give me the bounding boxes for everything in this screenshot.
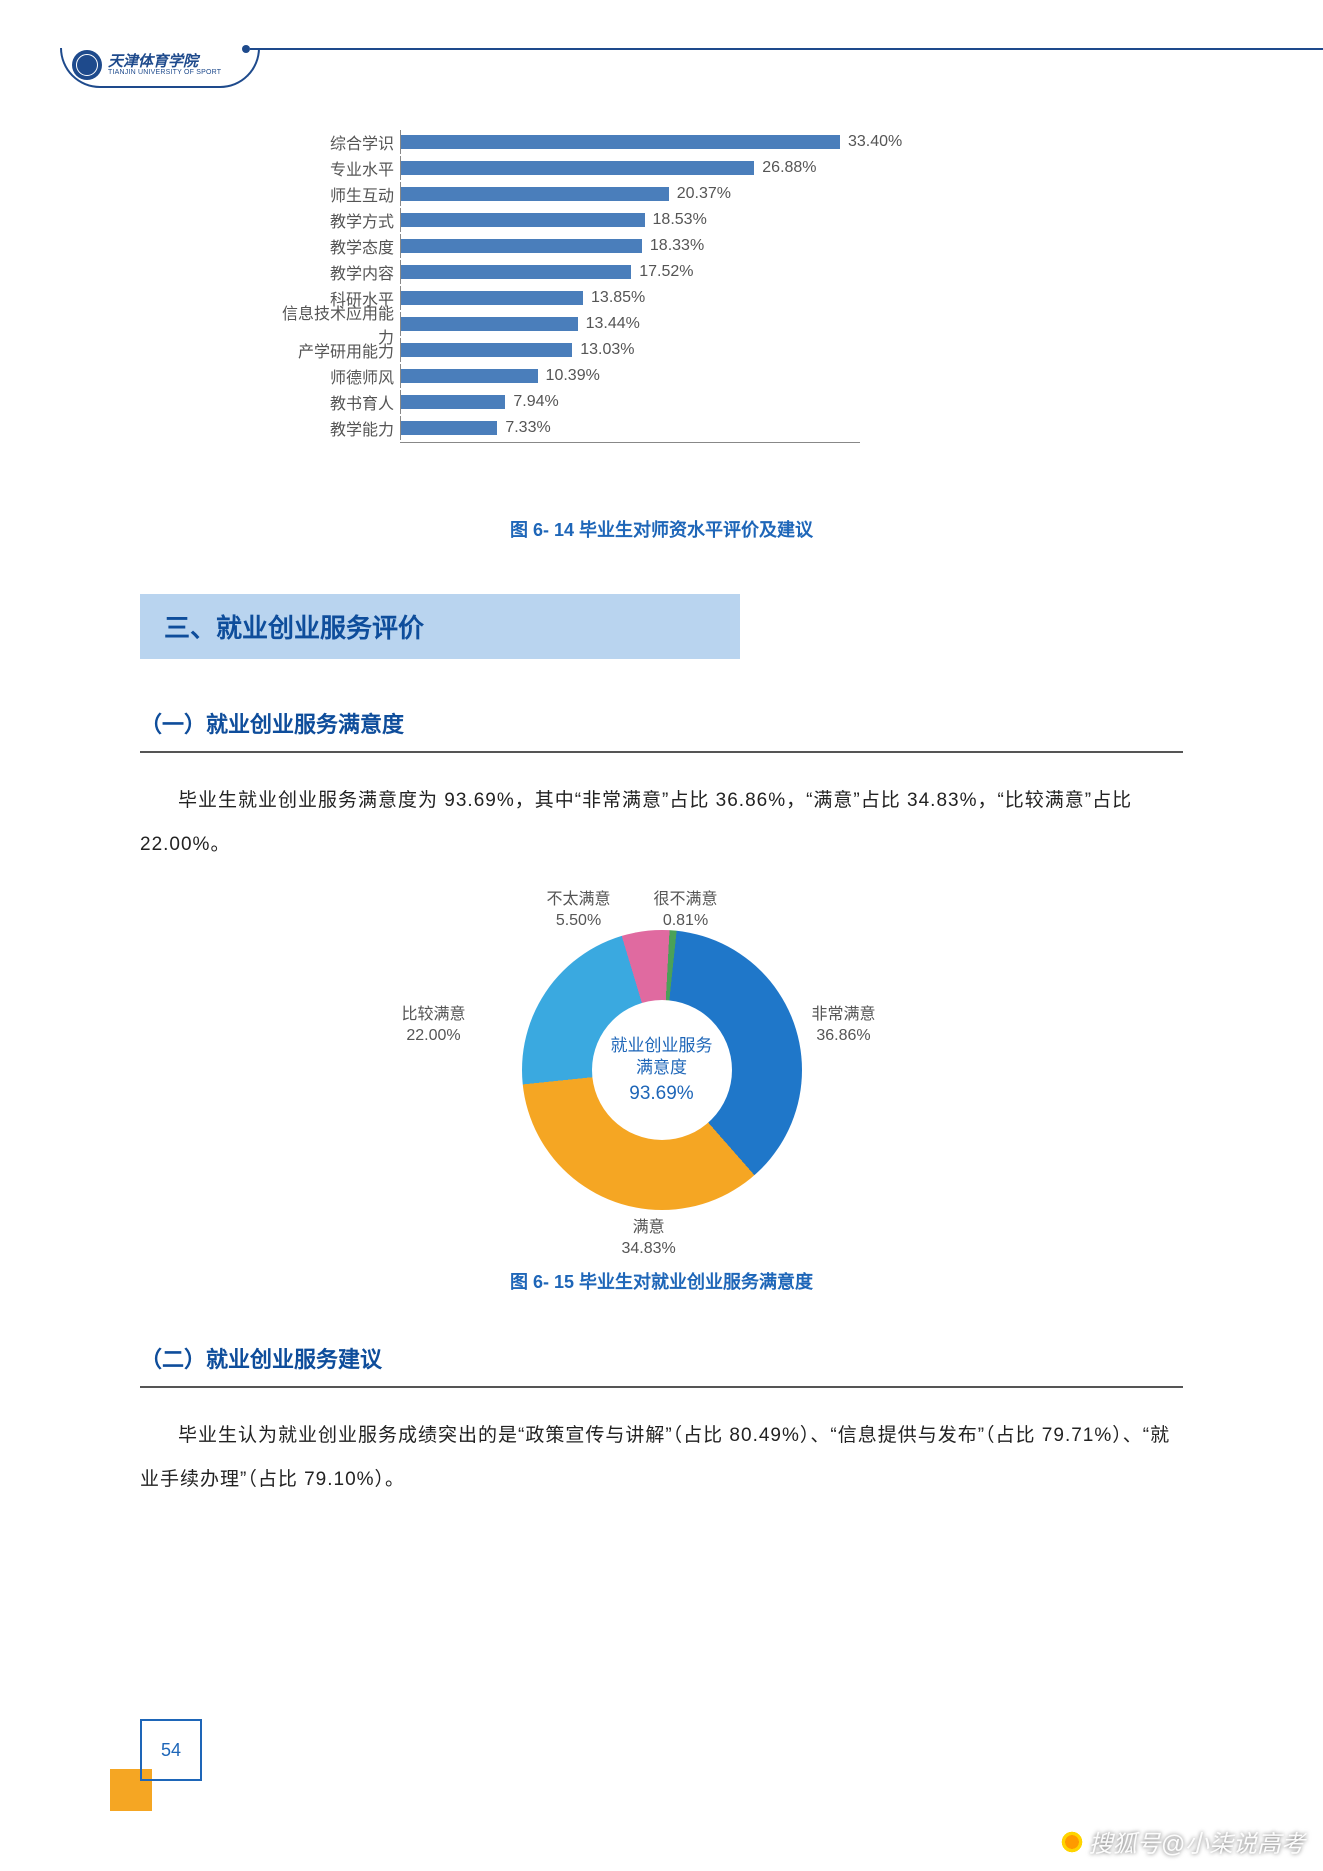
- bar: [401, 369, 538, 383]
- content: 图 6- 14 毕业生对师资水平评价及建议 三、就业创业服务评价 （一）就业创业…: [140, 480, 1183, 1502]
- bar-row: 教学方式 18.53%: [270, 208, 970, 232]
- bar-label: 专业水平: [270, 156, 400, 180]
- bar: [401, 291, 583, 305]
- bar-label: 师德师风: [270, 364, 400, 388]
- bar-row: 师生互动 20.37%: [270, 182, 970, 206]
- donut-chart: 就业创业服务 满意度 93.69% 非常满意36.86%满意34.83%比较满意…: [392, 890, 932, 1250]
- bar-value: 18.53%: [653, 211, 707, 229]
- subsection-rule-2: [140, 1386, 1183, 1388]
- subsection-heading-1: （一）就业创业服务满意度: [140, 707, 1183, 749]
- bar-value: 18.33%: [650, 237, 704, 255]
- bar-value: 13.03%: [580, 341, 634, 359]
- bar-row: 教学态度 18.33%: [270, 234, 970, 258]
- figure-caption-6-15: 图 6- 15 毕业生对就业创业服务满意度: [140, 1268, 1183, 1294]
- watermark-text: 搜狐号@小柒说高考: [1089, 1824, 1305, 1859]
- donut-label: 非常满意36.86%: [812, 1005, 876, 1047]
- bar-row: 专业水平 26.88%: [270, 156, 970, 180]
- logo-cn: 天津体育学院: [108, 54, 221, 69]
- bar-label: 师生互动: [270, 182, 400, 206]
- donut-center-title-2: 满意度: [636, 1057, 687, 1079]
- bar-value: 26.88%: [762, 159, 816, 177]
- bar-value: 13.85%: [591, 289, 645, 307]
- bar-value: 17.52%: [639, 263, 693, 281]
- bar-value: 10.39%: [546, 367, 600, 385]
- bar: [401, 239, 642, 253]
- sohu-icon: [1059, 1829, 1085, 1855]
- figure-caption-6-14: 图 6- 14 毕业生对师资水平评价及建议: [140, 516, 1183, 542]
- donut-label: 满意34.83%: [622, 1218, 676, 1260]
- donut-center: 就业创业服务 满意度 93.69%: [592, 1000, 732, 1140]
- donut-center-value: 93.69%: [629, 1083, 693, 1105]
- bar-value: 33.40%: [848, 133, 902, 151]
- section-heading-3: 三、就业创业服务评价: [140, 594, 740, 659]
- bar-value: 13.44%: [586, 315, 640, 333]
- subsection-rule: [140, 751, 1183, 753]
- bar-label: 教学能力: [270, 416, 400, 440]
- bar: [401, 265, 631, 279]
- bar-label: 综合学识: [270, 130, 400, 154]
- bar-row: 教学能力 7.33%: [270, 416, 970, 440]
- bar-row: 教学内容 17.52%: [270, 260, 970, 284]
- bar-row: 教书育人 7.94%: [270, 390, 970, 414]
- bar-row: 产学研用能力 13.03%: [270, 338, 970, 362]
- bar: [401, 317, 578, 331]
- header-rule: [250, 48, 1323, 50]
- bar-label: 教学态度: [270, 234, 400, 258]
- bar: [401, 161, 754, 175]
- donut-label: 比较满意22.00%: [402, 1005, 466, 1047]
- bar-value: 7.33%: [505, 419, 550, 437]
- bar: [401, 187, 669, 201]
- logo: 天津体育学院 TIANJIN UNIVERSITY OF SPORT: [72, 50, 221, 80]
- donut-label: 很不满意0.81%: [654, 890, 718, 932]
- bar-chart: 综合学识 33.40% 专业水平 26.88% 师生互动 20.37% 教学方式 18.53%…: [270, 130, 970, 443]
- page-number: 54: [140, 1719, 202, 1781]
- bar-row: 师德师风 10.39%: [270, 364, 970, 388]
- bar: [401, 343, 572, 357]
- logo-emblem-icon: [72, 50, 102, 80]
- watermark: 搜狐号@小柒说高考: [1059, 1824, 1305, 1859]
- donut-label: 不太满意5.50%: [547, 890, 611, 932]
- bar-value: 7.94%: [513, 393, 558, 411]
- page: 天津体育学院 TIANJIN UNIVERSITY OF SPORT 综合学识 3…: [0, 0, 1323, 1871]
- bar: [401, 213, 645, 227]
- bar-label: 教学内容: [270, 260, 400, 284]
- bar: [401, 421, 497, 435]
- bar-label: 教学方式: [270, 208, 400, 232]
- bar-label: 教书育人: [270, 390, 400, 414]
- paragraph-1: 毕业生就业创业服务满意度为 93.69%，其中“非常满意”占比 36.86%，“…: [140, 779, 1183, 866]
- bar-row: 信息技术应用能力13.44%: [270, 312, 970, 336]
- logo-en: TIANJIN UNIVERSITY OF SPORT: [108, 69, 221, 76]
- paragraph-2: 毕业生认为就业创业服务成绩突出的是“政策宣传与讲解”（占比 80.49%）、“信…: [140, 1414, 1183, 1501]
- bar-label: 产学研用能力: [270, 338, 400, 362]
- bar-row: 综合学识 33.40%: [270, 130, 970, 154]
- bar-value: 20.37%: [677, 185, 731, 203]
- bar: [401, 135, 840, 149]
- donut-center-title-1: 就业创业服务: [611, 1035, 713, 1057]
- bar: [401, 395, 505, 409]
- subsection-heading-2: （二）就业创业服务建议: [140, 1342, 1183, 1384]
